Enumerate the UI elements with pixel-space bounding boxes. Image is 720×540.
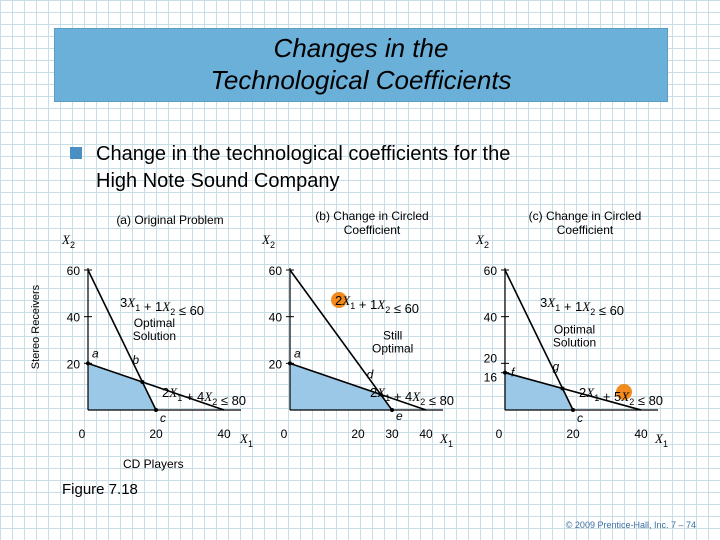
x-tick-label: 0 <box>79 427 86 441</box>
y-tick-label: 16 <box>484 371 498 385</box>
x-tick-label: 20 <box>351 427 365 441</box>
y-axis-label: X2 <box>61 232 75 250</box>
corner-point <box>503 370 507 375</box>
y-tick-label: 20 <box>67 357 81 371</box>
constraint-label: 2X1 + 1X2 ≤ 60 <box>335 293 419 316</box>
constraint-line <box>87 269 157 411</box>
x-tick-label: 20 <box>566 427 580 441</box>
feasible-region <box>290 363 392 410</box>
annotation-line: Optimal <box>554 322 595 336</box>
x-tick-label: 0 <box>496 427 503 441</box>
corner-point-label: e <box>396 409 403 423</box>
x-tick-label: 30 <box>385 427 399 441</box>
x-tick-label: 0 <box>281 427 288 441</box>
annotation-line: Solution <box>553 335 596 349</box>
copyright-note: © 2009 Prentice-Hall, Inc. 7 – 74 <box>565 520 696 530</box>
corner-point <box>560 386 565 391</box>
circled-coefficient <box>331 292 347 308</box>
bullet-text-line-1: Change in the technological coefficients… <box>96 143 511 165</box>
corner-point-label: c <box>160 411 166 425</box>
constraint-line <box>289 269 393 411</box>
y-axis-label-text: X2 <box>261 232 275 250</box>
constraint-label: 2X1 + 4X2 ≤ 80 <box>370 385 454 408</box>
corner-point <box>86 361 90 366</box>
panel-2: 16 20 40 60 0 20 40 3X1 + 1X2 ≤ 60 2X1 + 5X2 ≤ 8… <box>475 209 668 449</box>
feasible-region <box>88 363 156 410</box>
corner-point-label: f <box>511 366 516 380</box>
panel-title: (b) Change in Circled <box>315 209 428 223</box>
x-axis-label: X1 <box>654 431 668 449</box>
corner-point-label: g <box>553 359 560 373</box>
x-axis-label-text: X1 <box>654 431 668 449</box>
corner-point <box>571 408 575 412</box>
constraint-line <box>289 362 427 411</box>
x-axis-label-text: X1 <box>239 431 253 449</box>
corner-point <box>154 408 158 412</box>
title-box: Changes in the Technological Coefficient… <box>54 28 668 102</box>
y-axis-label-text: X2 <box>61 232 75 250</box>
slide-title-line-2: Technological Coefficients <box>210 65 512 95</box>
panel-0: 20 40 60 0 20 40 3X1 + 1X2 ≤ 60 2X1 + 4X2 ≤ 80 a… <box>61 213 253 449</box>
y-tick-label: 40 <box>484 311 498 325</box>
constraint-label: 2X1 + 5X2 ≤ 80 <box>579 385 663 408</box>
annotation-line: Solution <box>133 329 176 343</box>
x-axis-label: X1 <box>239 431 253 449</box>
bullet-text-line-2: High Note Sound Company <box>96 170 340 192</box>
y-axis-label: X2 <box>475 232 489 250</box>
corner-point <box>288 361 292 366</box>
x-axis-label: X1 <box>439 431 453 449</box>
x-tick-label: 40 <box>419 427 433 441</box>
y-tick-label: 60 <box>484 264 498 278</box>
panel-1: 20 40 60 0 20 30 40 2X1 + 1X2 ≤ 60 2X1 + 4X2 ≤ 8… <box>261 209 454 449</box>
constraint-label: 2X1 + 4X2 ≤ 80 <box>162 385 246 408</box>
panel-title: (c) Change in Circled <box>529 209 642 223</box>
constraint-label-text: 3X1 + 1X2 ≤ 60 <box>120 295 204 318</box>
constraint-line <box>504 371 642 411</box>
annotation-line: Optimal <box>134 316 175 330</box>
constraint-label-text: 2X1 + 4X2 ≤ 80 <box>162 385 246 408</box>
annotation-line: Still <box>383 328 402 342</box>
figure-label: Figure 7.18 <box>62 481 138 498</box>
corner-point-label: c <box>577 411 583 425</box>
corner-point <box>378 392 383 397</box>
corner-point <box>140 380 145 384</box>
panel-title: (a) Original Problem <box>116 213 223 227</box>
corner-point <box>390 408 394 412</box>
x-tick-label: 40 <box>217 427 231 441</box>
corner-point-label: b <box>132 353 139 367</box>
y-tick-label: 60 <box>269 264 283 278</box>
feasible-region <box>505 372 573 410</box>
x-tick-label: 40 <box>634 427 648 441</box>
circled-coefficient <box>616 384 632 400</box>
constraint-label-text: 3X1 + 1X2 ≤ 60 <box>540 295 624 318</box>
constraint-label: 3X1 + 1X2 ≤ 60 <box>120 295 204 318</box>
x-axis-label-text: X1 <box>439 431 453 449</box>
annotation-line: Optimal <box>372 341 413 355</box>
panel-title: Coefficient <box>557 223 614 237</box>
x-tick-label: 20 <box>149 427 163 441</box>
y-tick-label: 60 <box>67 264 81 278</box>
corner-point-label: d <box>367 367 374 381</box>
y-axis-label-text: X2 <box>475 232 489 250</box>
y-tick-label: 20 <box>269 357 283 371</box>
corner-point-label: a <box>294 346 301 360</box>
bullet-square-icon <box>70 147 82 159</box>
corner-point-label: a <box>92 346 99 360</box>
slide-title-line-1: Changes in the <box>273 33 449 63</box>
y-tick-label: 40 <box>269 311 283 325</box>
constraint-label-text: 2X1 + 5X2 ≤ 80 <box>579 385 663 408</box>
constraint-line <box>87 362 225 411</box>
y-tick-label: 40 <box>67 311 81 325</box>
constraint-label: 3X1 + 1X2 ≤ 60 <box>540 295 624 318</box>
y-tick-label: 20 <box>484 351 498 365</box>
x-axis-title: CD Players <box>123 457 184 471</box>
constraint-label-text: 2X1 + 4X2 ≤ 80 <box>370 385 454 408</box>
panel-title: Coefficient <box>344 223 401 237</box>
constraint-label-text: 2X1 + 1X2 ≤ 60 <box>335 293 419 316</box>
y-axis-label: X2 <box>261 232 275 250</box>
